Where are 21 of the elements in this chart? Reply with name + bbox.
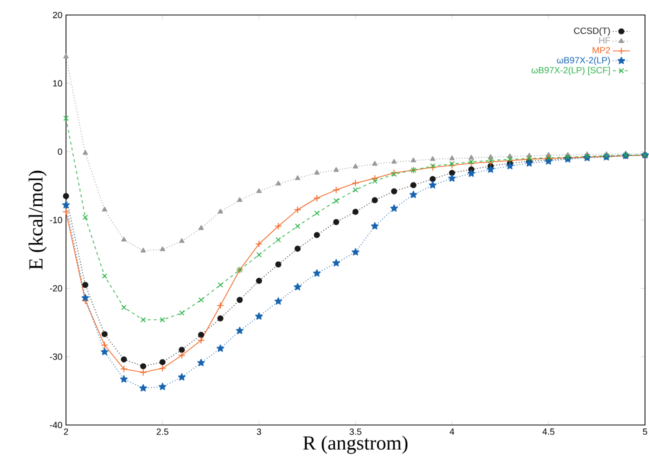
legend-label: ωB97X-2(LP) [SCF]	[532, 66, 610, 76]
legend-label: ωB97X-2(LP)	[556, 56, 610, 66]
y-tick-label: -20	[50, 285, 62, 292]
y-tick-label: 20	[52, 12, 62, 18]
y-tick-label: -30	[50, 353, 62, 360]
legend-label: CCSD(T)	[574, 27, 610, 36]
x-tick-label: 4	[450, 428, 454, 435]
x-tick-label: 2.5	[156, 428, 168, 435]
y-axis-title: E (kcal/mol)	[28, 170, 47, 270]
legend-label: HF	[599, 37, 610, 44]
x-tick-label: 3.5	[350, 428, 362, 435]
x-tick-label: 3	[256, 428, 262, 435]
y-tick-label: 10	[53, 80, 62, 87]
x-axis-title: R (angstrom)	[303, 436, 408, 454]
y-tick-label: -10	[50, 216, 62, 224]
y-tick-label: 0	[58, 148, 62, 155]
legend-label: MP2	[592, 47, 610, 54]
x-tick-label: 4.5	[542, 428, 554, 435]
y-tick-label: -40	[50, 422, 62, 428]
x-tick-label: 5	[642, 428, 648, 435]
x-tick-label: 2	[64, 428, 68, 435]
